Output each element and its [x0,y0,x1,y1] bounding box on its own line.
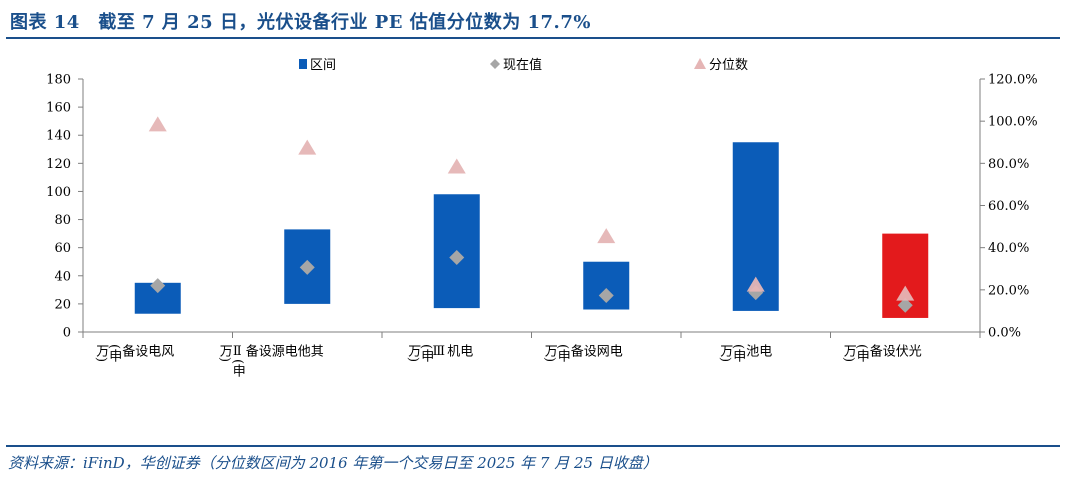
left-tick-label: 180 [46,73,71,88]
category-label: 设 [581,344,597,357]
left-tick-label: 140 [46,129,71,144]
category-label: 电 [145,344,160,357]
category-label: 网 [594,344,609,357]
category-label: 电 [756,344,771,357]
category-label: 万) [217,344,233,362]
category-label: 万) [542,344,558,362]
percentile-marker [597,228,616,244]
range-bars [134,142,929,318]
source-note: 资料来源：iFinD，华创证券（分位数区间为 2016 年第一个交易日至 202… [8,454,658,472]
category-label: 备 [243,343,259,358]
percentile-marker [746,276,765,292]
chart-axes: 0 20 40 60 80 100 120 140 160 180 0.0% 20.0% 40.0% 60… [46,73,1037,378]
percentile-marker [896,285,915,301]
page-title: 图表 14 截至 7 月 25 日，光伏设备行业 PE 估值分位数为 17.7% [10,12,591,33]
category-label: 机 [444,344,460,358]
category-label: (申 [106,344,121,363]
left-tick-label: 120 [46,157,71,172]
current-value-markers [150,250,913,313]
current-value-marker [449,250,465,266]
right-tick-label: 0.0% [988,326,1021,341]
legend-label-current: 现在值 [503,57,542,73]
category-label: 备 [867,343,883,358]
current-value-marker [598,287,614,303]
right-tick-label: 100.0% [988,115,1038,130]
left-tick-label: 0 [63,326,71,341]
legend-swatch-current [490,59,500,69]
category-label: 电 [282,344,297,357]
category-label: 伏 [893,344,909,357]
category-label: Ⅱ(申 [230,344,245,378]
left-tick-label: 20 [54,297,71,312]
right-tick-label: 120.0% [988,73,1038,88]
right-tick-label: 80.0% [988,157,1029,172]
category-label: 池 [743,344,759,357]
category-label: 万) [717,344,733,362]
legend: 区间 现在值 分位数 [299,57,748,73]
category-label: (申 [555,344,570,363]
current-value-marker [299,259,315,275]
category-label: (申 [854,344,869,363]
footer-divider [6,445,1060,447]
legend-swatch-percentile [694,58,706,69]
category-label: 备 [568,343,584,358]
category-label: 万) [405,344,421,362]
category-label: 设 [880,344,896,357]
category-label: Ⅲ [431,344,446,359]
left-tick-label: 80 [54,213,71,228]
left-tick-label: 100 [46,185,71,200]
category-label: (申 [730,344,745,363]
category-label: 源 [269,344,285,357]
left-tick-label: 40 [54,269,71,284]
category-label: 光 [906,344,922,357]
current-value-marker [897,297,913,313]
chart: 0 20 40 60 80 100 120 140 160 180 0.0% 20.0% 40.0% 60… [46,57,1037,378]
percentile-markers [148,116,915,301]
right-tick-label: 60.0% [988,199,1029,214]
percentile-marker [148,116,167,132]
category-label: 电 [457,344,472,357]
right-tick-label: 40.0% [988,241,1029,256]
legend-label-range: 区间 [310,58,336,73]
left-tick-label: 160 [46,101,71,116]
category-label: 电 [607,344,622,357]
category-label: 备 [119,343,135,358]
category-label: 万) [93,344,109,362]
legend-swatch-range [299,59,307,69]
percentile-marker [298,139,317,155]
header-divider [6,37,1060,39]
left-tick-label: 60 [54,241,71,256]
percentile-marker [447,158,466,174]
category-label: 设 [132,344,148,357]
category-label: (申 [418,344,433,363]
legend-label-percentile: 分位数 [709,58,748,73]
category-label: 万) [841,344,857,362]
current-value-marker [150,278,166,294]
category-label: 其 [308,344,324,357]
category-label: 设 [256,344,272,357]
category-label: 他 [295,344,311,358]
right-tick-label: 20.0% [988,283,1029,298]
category-label: 风 [158,344,174,358]
